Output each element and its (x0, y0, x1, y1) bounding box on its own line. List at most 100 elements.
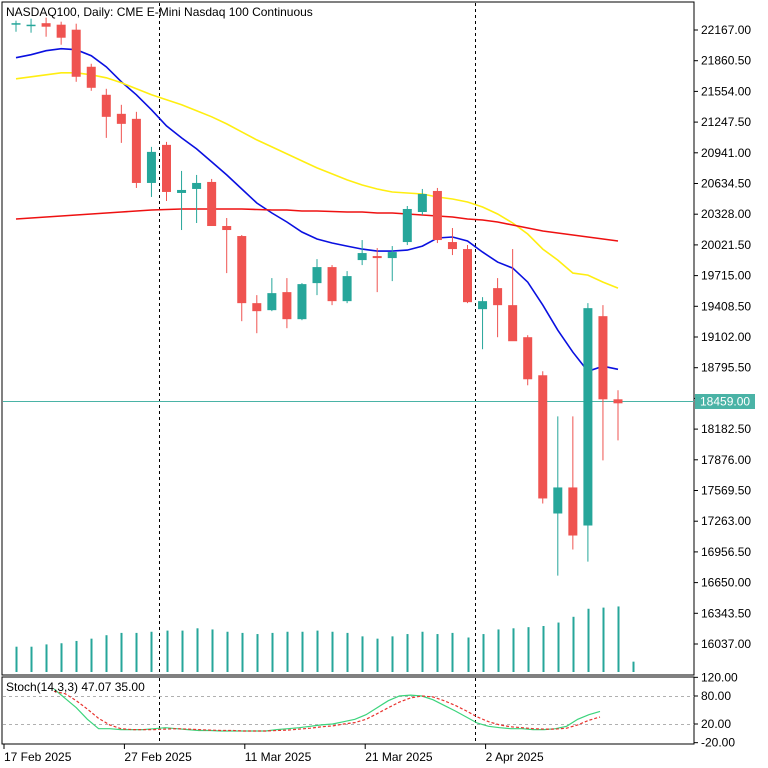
candle (56, 21, 66, 45)
candle-body (357, 253, 367, 261)
stochastic-label: Stoch(14,3,3) 47.07 35.00 (6, 680, 145, 694)
candle (86, 63, 96, 91)
candle (222, 218, 232, 274)
candle (372, 248, 382, 293)
candle-body (523, 337, 533, 380)
candle (41, 17, 51, 37)
candle-body (267, 293, 277, 311)
stochastic-axis-label: 80.00 (701, 689, 731, 703)
candle-body (222, 226, 232, 231)
period-separators (159, 3, 476, 743)
candle-body (447, 242, 457, 250)
price-axis-label: 18795.50 (701, 361, 751, 375)
time-axis-label: 27 Feb 2025 (124, 750, 192, 764)
volume-bars (15, 606, 635, 672)
candle (613, 390, 623, 441)
price-axis-label: 17263.00 (701, 514, 751, 528)
candle (493, 278, 503, 338)
candle-body (478, 301, 488, 310)
candle-body (282, 292, 292, 320)
candle (101, 88, 111, 138)
price-axis-label: 21860.50 (701, 54, 751, 68)
candle-body (11, 23, 21, 25)
candle-body (297, 284, 307, 320)
candles (11, 17, 623, 576)
candle (417, 188, 427, 216)
stochastic-lines (53, 688, 601, 732)
candle-body (432, 190, 442, 241)
time-axis-label: 11 Mar 2025 (245, 750, 312, 764)
candle-body (568, 487, 578, 536)
candle (568, 416, 578, 550)
candle-body (342, 276, 352, 302)
candle (538, 371, 548, 504)
price-axis-label: 17569.50 (701, 484, 751, 498)
stochastic-axis: 120.00 80.00 20.00 -20.00 (694, 670, 738, 750)
price-axis-label: 18182.50 (701, 422, 751, 436)
price-axis-label: 20634.50 (701, 177, 751, 191)
candle (11, 20, 21, 32)
current-price-label: 18459.00 (700, 395, 750, 409)
candle (312, 259, 322, 296)
candle (327, 265, 337, 306)
candle-body (402, 208, 412, 243)
candle (387, 246, 397, 282)
moving-average-lines (15, 47, 619, 373)
candle (282, 278, 292, 329)
stochastic-levels (3, 696, 694, 725)
candle (297, 283, 307, 321)
candle (523, 335, 533, 386)
price-axis: 22167.00 21860.50 21554.00 21247.50 20941.00… (694, 23, 755, 651)
price-panel: NASDAQ100, Daily: CME E-Mini Nasdaq 100 … (1, 1, 695, 743)
candle-body (312, 267, 322, 284)
candle-body (207, 181, 217, 227)
candle (162, 141, 171, 201)
stochastic-panel: Stoch(14,3,3) 47.07 35.00 (1, 676, 695, 745)
candle-body (86, 66, 96, 88)
candle (357, 240, 367, 266)
price-axis-label: 16650.00 (701, 576, 751, 590)
candle (508, 249, 518, 342)
candle-body (101, 94, 111, 117)
price-axis-label: 20941.00 (701, 146, 751, 160)
time-axis: 17 Feb 2025 27 Feb 2025 11 Mar 2025 21 Mar … (3, 744, 544, 764)
price-axis-label: 17876.00 (701, 453, 751, 467)
candle (252, 295, 262, 334)
price-axis-label: 22167.00 (701, 23, 751, 37)
candle-body (252, 303, 262, 312)
time-axis-label: 21 Mar 2025 (365, 750, 433, 764)
candle (402, 205, 412, 246)
candle-body (192, 182, 202, 189)
price-axis-label: 20328.00 (701, 207, 751, 221)
candle (267, 278, 277, 312)
price-panel-border (1, 1, 695, 676)
candle-body (387, 252, 397, 259)
candle (432, 187, 442, 244)
candle-body (146, 151, 156, 183)
candle-body (538, 375, 548, 499)
price-axis-label: 21554.00 (701, 84, 751, 98)
candle (192, 174, 202, 224)
candle (342, 271, 352, 304)
candle-body (598, 316, 608, 400)
price-axis-label: 16343.50 (701, 606, 751, 620)
candle (447, 228, 457, 256)
candle-body (26, 24, 36, 27)
price-axis-label: 19715.00 (701, 269, 751, 283)
price-axis-label: 16956.50 (701, 545, 751, 559)
stochastic-axis-label: 120.00 (701, 670, 738, 684)
price-axis-label: 21247.50 (701, 115, 751, 129)
time-axis-label: 2 Apr 2025 (486, 750, 544, 764)
candle (583, 303, 593, 562)
candle-body (71, 29, 81, 77)
candle (463, 245, 472, 304)
stochastic-axis-label: 20.00 (701, 717, 731, 731)
candle-body (508, 305, 518, 342)
candle (116, 104, 126, 143)
moving-average-line (15, 208, 619, 242)
time-axis-label: 17 Feb 2025 (4, 750, 72, 764)
candle (131, 111, 141, 188)
candle (207, 178, 217, 227)
candle (177, 170, 187, 231)
